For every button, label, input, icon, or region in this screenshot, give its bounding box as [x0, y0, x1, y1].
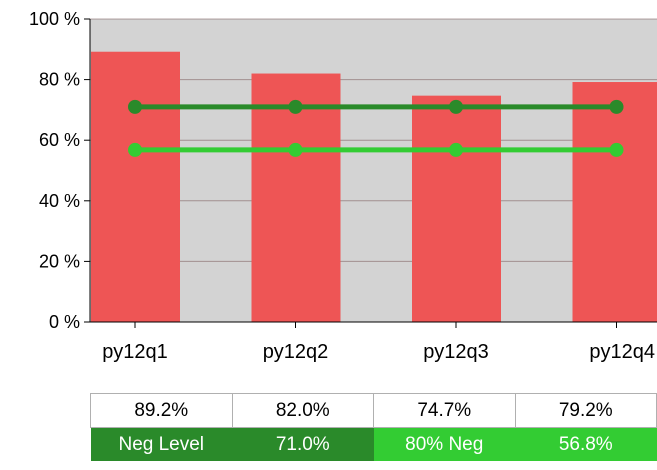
line-point: [128, 142, 142, 157]
legend-value-80-neg: 56.8%: [515, 427, 657, 461]
y-tick-label: 40 %: [39, 191, 80, 211]
x-tick-label: py12q2: [263, 341, 329, 363]
y-axis: 0 % 20 % 40 % 60 % 80 % 100 %: [29, 9, 91, 332]
bar-py12q4: [572, 82, 657, 322]
legend-label-neg-level: Neg Level: [90, 427, 232, 461]
y-tick-label: 60 %: [39, 130, 80, 150]
table-cell-value: 89.2%: [90, 393, 233, 428]
bar-chart: 0 %20 %40 %60 %80 %100 % py12q1 py12q2 py1…: [29, 9, 657, 363]
y-tick-label: 100 %: [29, 9, 80, 29]
y-tick-label: 20 %: [39, 251, 80, 271]
line-point: [449, 99, 463, 114]
x-axis: py12q1 py12q2 py12q3 py12q4: [90, 321, 657, 363]
value-table: 89.2% 82.0% 74.7% 79.2% Neg Level 71.0% …: [90, 393, 657, 461]
line-point: [609, 142, 624, 157]
line-point: [288, 99, 303, 114]
table-cell-value: 82.0%: [231, 393, 374, 428]
x-tick-label: py12q3: [423, 341, 489, 363]
legend-value-neg-level: 71.0%: [232, 427, 374, 461]
y-tick-label: 80 %: [39, 70, 80, 90]
table-row-values: 89.2% 82.0% 74.7% 79.2%: [90, 393, 657, 428]
bar-py12q1: [91, 51, 180, 322]
line-point: [128, 99, 142, 114]
x-tick-label: py12q4: [589, 341, 655, 363]
table-cell-value: 79.2%: [514, 393, 657, 428]
table-row-legend: Neg Level 71.0% 80% Neg 56.8%: [90, 427, 657, 461]
table-cell-value: 74.7%: [373, 393, 516, 428]
grid-lines: [90, 18, 657, 262]
bar-py12q3: [412, 95, 501, 322]
line-point: [288, 142, 303, 157]
plot-area: [90, 19, 657, 322]
line-point: [449, 142, 463, 157]
reference-lines: [128, 99, 624, 157]
bars: [91, 51, 657, 322]
bar-py12q2: [251, 73, 341, 322]
line-point: [609, 99, 624, 114]
y-tick-label: 0 %: [49, 312, 80, 332]
x-tick-label: py12q1: [102, 341, 168, 363]
legend-label-80-neg: 80% Neg: [373, 427, 515, 461]
